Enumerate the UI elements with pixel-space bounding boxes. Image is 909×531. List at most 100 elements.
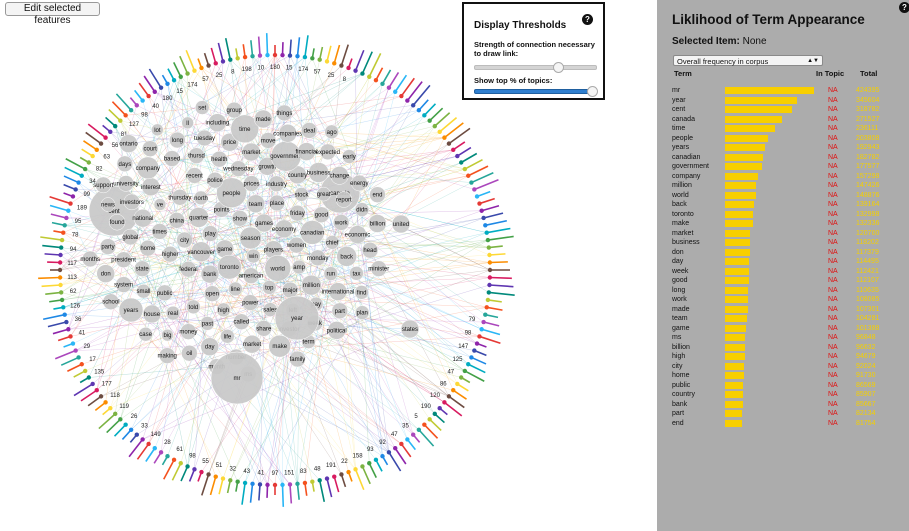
term-row[interactable]: good NA 112107 bbox=[657, 276, 909, 285]
term-bubble[interactable] bbox=[341, 149, 357, 164]
topic-node[interactable] bbox=[410, 103, 416, 108]
term-bubble[interactable] bbox=[133, 208, 153, 228]
term-row[interactable]: part NA 82134 bbox=[657, 409, 909, 418]
topic-node[interactable] bbox=[128, 108, 134, 113]
topic-node[interactable] bbox=[192, 467, 197, 472]
term-bubble[interactable] bbox=[95, 176, 112, 194]
term-bubble[interactable] bbox=[116, 155, 134, 173]
term-bubble[interactable] bbox=[153, 198, 167, 211]
topic-node[interactable] bbox=[158, 85, 164, 90]
topic-node[interactable] bbox=[346, 469, 351, 475]
term-bubble[interactable] bbox=[361, 241, 379, 259]
term-bubble[interactable] bbox=[180, 323, 197, 340]
topic-node[interactable] bbox=[317, 478, 322, 483]
term-bubble[interactable] bbox=[319, 143, 337, 161]
topic-node[interactable] bbox=[103, 400, 108, 405]
term-bubble[interactable] bbox=[354, 285, 369, 300]
topic-node[interactable] bbox=[66, 327, 71, 332]
term-bubble[interactable] bbox=[274, 219, 294, 239]
topic-node[interactable] bbox=[479, 208, 484, 213]
strength-slider-handle[interactable] bbox=[553, 62, 564, 73]
term-bubble[interactable] bbox=[255, 320, 273, 337]
topic-node[interactable] bbox=[437, 129, 442, 135]
term-bubble[interactable] bbox=[211, 150, 228, 168]
term-bubble[interactable] bbox=[180, 260, 197, 278]
topic-node[interactable] bbox=[317, 57, 322, 62]
topic-node[interactable] bbox=[380, 81, 385, 87]
topic-node[interactable] bbox=[462, 368, 468, 374]
term-bubble[interactable] bbox=[210, 351, 264, 405]
term-bubble[interactable] bbox=[216, 177, 247, 209]
term-bubble[interactable] bbox=[225, 101, 243, 119]
term-bubble[interactable] bbox=[242, 294, 259, 311]
topic-node[interactable] bbox=[257, 53, 263, 58]
topic-node[interactable] bbox=[98, 394, 104, 399]
strength-slider[interactable] bbox=[474, 62, 597, 73]
topic-node[interactable] bbox=[235, 56, 240, 61]
topic-node[interactable] bbox=[339, 472, 344, 477]
topic-node[interactable] bbox=[59, 297, 65, 303]
topic-node[interactable] bbox=[427, 118, 432, 123]
term-bubble[interactable] bbox=[231, 210, 249, 227]
term-row[interactable]: week NA 112421 bbox=[657, 267, 909, 276]
term-row[interactable]: game NA 101388 bbox=[657, 324, 909, 333]
topic-node[interactable] bbox=[474, 194, 480, 199]
topic-node[interactable] bbox=[140, 98, 145, 103]
topic-node[interactable] bbox=[86, 160, 92, 165]
topic-node[interactable] bbox=[62, 223, 67, 228]
term-bubble[interactable] bbox=[186, 299, 201, 315]
topic-node[interactable] bbox=[272, 482, 278, 488]
topic-node[interactable] bbox=[128, 427, 134, 432]
topic-node[interactable] bbox=[134, 432, 140, 437]
term-bubble[interactable] bbox=[188, 207, 209, 228]
topic-node[interactable] bbox=[199, 469, 204, 475]
topic-node[interactable] bbox=[134, 103, 140, 108]
topic-node[interactable] bbox=[82, 368, 88, 374]
topic-node[interactable] bbox=[310, 479, 315, 484]
term-row[interactable]: time NA 236111 bbox=[657, 124, 909, 133]
term-bubble[interactable] bbox=[354, 202, 370, 217]
term-bubble[interactable] bbox=[349, 266, 364, 281]
topic-node[interactable] bbox=[487, 267, 493, 273]
topic-node[interactable] bbox=[228, 57, 233, 62]
topic-node[interactable] bbox=[206, 472, 211, 477]
term-bubble[interactable] bbox=[300, 122, 318, 139]
term-row[interactable]: mr NA 424395 bbox=[657, 86, 909, 95]
term-bubble[interactable] bbox=[81, 250, 99, 268]
term-bubble[interactable] bbox=[161, 245, 179, 263]
topic-node[interactable] bbox=[295, 481, 300, 487]
topic-node[interactable] bbox=[70, 194, 76, 199]
term-bubble[interactable] bbox=[254, 213, 274, 233]
term-bubble[interactable] bbox=[163, 150, 181, 167]
topic-node[interactable] bbox=[367, 74, 372, 79]
topic-node[interactable] bbox=[280, 482, 285, 488]
topic-node[interactable] bbox=[422, 113, 427, 118]
term-bubble[interactable] bbox=[348, 225, 367, 244]
topic-node[interactable] bbox=[339, 63, 344, 68]
topic-node[interactable] bbox=[346, 65, 351, 71]
topic-node[interactable] bbox=[228, 478, 233, 483]
topic-node[interactable] bbox=[442, 400, 447, 405]
term-bubble[interactable] bbox=[370, 260, 388, 277]
topic-node[interactable] bbox=[486, 290, 492, 295]
term-bubble[interactable] bbox=[335, 191, 353, 208]
topic-node[interactable] bbox=[386, 85, 392, 90]
term-bubble[interactable] bbox=[194, 100, 210, 115]
topic-node[interactable] bbox=[472, 187, 477, 192]
term-bubble[interactable] bbox=[208, 113, 227, 132]
term-row[interactable]: company NA 157298 bbox=[657, 172, 909, 181]
topic-node[interactable] bbox=[257, 482, 263, 487]
term-bubble[interactable] bbox=[262, 280, 277, 295]
term-bubble[interactable] bbox=[115, 251, 132, 268]
topic-node[interactable] bbox=[250, 53, 255, 59]
topic-node[interactable] bbox=[146, 93, 151, 99]
term-row[interactable]: work NA 108085 bbox=[657, 295, 909, 304]
topic-node[interactable] bbox=[310, 56, 315, 61]
topic-network-graph[interactable]: 180 15 174 57258799814712547861201905354792… bbox=[0, 0, 655, 531]
topic-node[interactable] bbox=[146, 441, 151, 447]
term-bubble[interactable] bbox=[151, 223, 168, 240]
term-bubble[interactable] bbox=[196, 129, 213, 147]
topic-node[interactable] bbox=[416, 108, 422, 113]
topic-node[interactable] bbox=[79, 173, 84, 178]
topic-node[interactable] bbox=[73, 187, 78, 192]
